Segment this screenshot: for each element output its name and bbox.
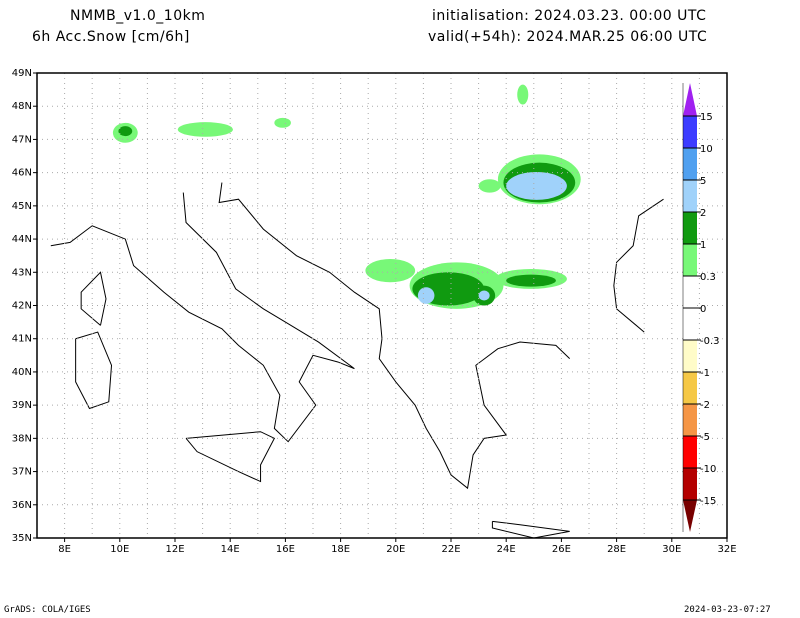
snow-region [478,290,490,301]
colorbar-label: 1 [700,240,706,251]
coastline [491,520,570,539]
snow-region [177,122,233,137]
colorbar-bottom-arrow [683,500,697,532]
snow-region [118,126,133,137]
colorbar-label: 2 [700,208,706,219]
lat-tick-label: 42N [12,301,32,312]
colorbar-label: -0.3 [700,336,720,347]
lon-tick-label: 18E [331,544,350,555]
lon-tick-label: 32E [717,544,736,555]
lon-tick-label: 28E [607,544,626,555]
lat-tick-label: 37N [12,467,32,478]
colorbar-label: -1 [700,368,710,379]
colorbar-segment [683,212,697,244]
colorbar-label: 5 [700,176,706,187]
lon-tick-label: 10E [110,544,129,555]
lat-tick-label: 48N [12,101,32,112]
colorbar-label: -15 [700,496,716,507]
colorbar-segment [683,244,697,276]
colorbar-top-arrow [683,83,697,116]
lon-tick-label: 20E [386,544,405,555]
colorbar-segment [683,276,697,308]
footer-credit: GrADS: COLA/IGES [4,605,91,615]
lon-tick-label: 8E [58,544,71,555]
colorbar-label: -10 [700,464,716,475]
lat-tick-label: 35N [12,533,32,544]
colorbar-label: -5 [700,432,710,443]
model-name: NMMB_v1.0_10km [70,8,206,24]
lon-tick-label: 16E [276,544,295,555]
coastline [80,271,107,326]
colorbar-label: 0 [700,304,706,315]
snow-region [274,117,291,128]
coastline [50,192,355,443]
snow-region [506,274,556,287]
variable-title: 6h Acc.Snow [cm/6h] [32,29,190,45]
lat-tick-label: 44N [12,234,32,245]
lat-tick-label: 49N [12,68,32,79]
lat-tick-label: 36N [12,500,32,511]
colorbar-segment [683,308,697,340]
coastline [218,182,571,490]
valid-time: valid(+54h): 2024.MAR.25 06:00 UTC [428,29,708,45]
colorbar-label: -2 [700,400,710,411]
snow-region [506,171,567,200]
lat-tick-label: 40N [12,367,32,378]
footer-timestamp: 2024-03-23-07:27 [684,605,771,615]
snow-region [478,179,501,193]
lon-tick-label: 24E [497,544,516,555]
lon-tick-label: 22E [441,544,460,555]
snow-region [517,84,529,105]
lon-tick-label: 26E [552,544,571,555]
coastline [185,431,276,483]
lat-tick-label: 38N [12,433,32,444]
colorbar-segment [683,404,697,436]
init-time: initialisation: 2024.03.23. 00:00 UTC [432,8,707,24]
colorbar-segment [683,468,697,500]
colorbar-segment [683,340,697,372]
lon-tick-label: 12E [165,544,184,555]
snow-region [417,287,435,304]
colorbar-segment [683,116,697,148]
colorbar-segment [683,180,697,212]
colorbar-label: 10 [700,144,713,155]
colorbar-segment [683,372,697,404]
colorbar-segment [683,148,697,180]
lat-tick-label: 39N [12,400,32,411]
colorbar-label: 15 [700,112,713,123]
lat-tick-label: 46N [12,168,32,179]
coastline [75,331,113,410]
lat-tick-label: 41N [12,334,32,345]
lon-tick-label: 14E [221,544,240,555]
snow-region [365,259,416,283]
colorbar-segment [683,436,697,468]
lat-tick-label: 43N [12,267,32,278]
coastline [613,198,664,333]
colorbar-label: 0.3 [700,272,716,283]
lat-tick-label: 47N [12,134,32,145]
lat-tick-label: 45N [12,201,32,212]
lon-tick-label: 30E [662,544,681,555]
